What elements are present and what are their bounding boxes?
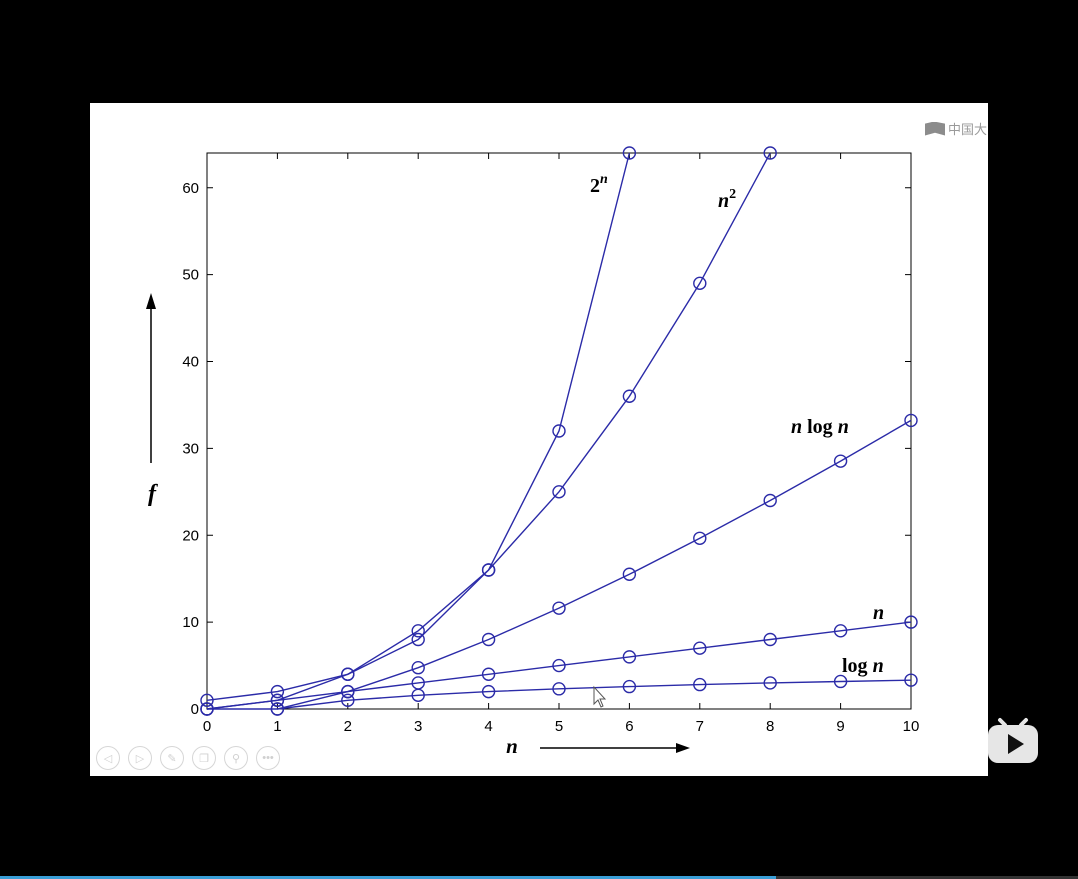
data-point xyxy=(763,676,777,690)
data-point xyxy=(693,641,707,655)
data-point xyxy=(904,673,918,687)
data-point xyxy=(693,276,707,291)
zoom-icon[interactable]: ⚲ xyxy=(224,746,248,770)
data-point xyxy=(763,632,777,647)
data-point xyxy=(200,693,214,708)
watermark: 中国大 xyxy=(925,119,987,138)
watermark-text: 中国大 xyxy=(948,122,988,137)
series-line xyxy=(206,621,912,710)
data-point xyxy=(693,677,707,692)
data-point xyxy=(622,567,637,581)
series-label: n2 xyxy=(718,187,736,212)
data-point xyxy=(481,684,496,699)
x-axis-label: n xyxy=(506,734,518,758)
data-point xyxy=(411,661,425,675)
slide: 0 1 2 3 4 5 6 7 8 9 10 0 10 20 30 40 50 60 n f 2n n2 n log n n l… xyxy=(90,103,988,776)
data-point xyxy=(411,632,425,647)
data-point xyxy=(481,563,496,577)
y-tick-label: 0 xyxy=(191,701,199,718)
data-point xyxy=(552,682,566,696)
series-line xyxy=(207,419,912,710)
x-tick-label: 6 xyxy=(625,718,633,735)
progress-bar[interactable] xyxy=(0,876,1078,879)
data-point xyxy=(552,485,566,499)
x-tick-label: 9 xyxy=(836,718,844,735)
data-point xyxy=(833,454,848,468)
data-point xyxy=(904,413,918,428)
y-tick-label: 40 xyxy=(182,354,199,371)
copy-icon[interactable]: ❐ xyxy=(192,746,216,770)
x-tick-label: 1 xyxy=(273,718,281,735)
data-point xyxy=(270,693,285,708)
prev-icon[interactable]: ◁ xyxy=(96,746,120,770)
pen-icon[interactable]: ✎ xyxy=(160,746,184,770)
series-label: n xyxy=(873,602,884,624)
data-point xyxy=(552,658,566,673)
data-point xyxy=(552,424,566,438)
x-tick-label: 3 xyxy=(414,718,422,735)
data-point xyxy=(904,615,918,629)
data-point xyxy=(763,493,777,508)
data-point xyxy=(622,146,637,160)
x-arrow-head xyxy=(676,743,690,753)
series-label: log n xyxy=(842,655,884,677)
series-line xyxy=(206,152,771,710)
play-icon xyxy=(988,718,1038,763)
x-tick-label: 7 xyxy=(696,718,704,735)
progress-fill xyxy=(0,876,777,879)
cursor-icon xyxy=(593,685,607,708)
data-point xyxy=(763,146,777,160)
x-tick-label: 5 xyxy=(555,718,563,735)
data-point xyxy=(341,684,355,699)
y-axis-label: f xyxy=(148,481,158,507)
data-point xyxy=(270,702,285,716)
play-button[interactable] xyxy=(986,713,1040,765)
data-point xyxy=(270,684,285,699)
x-tick-label: 8 xyxy=(766,718,774,735)
x-tick-label: 4 xyxy=(484,718,492,735)
data-point xyxy=(481,667,496,681)
data-point xyxy=(341,667,355,681)
data-point xyxy=(833,674,848,689)
data-point xyxy=(552,601,566,615)
x-tick-label: 2 xyxy=(344,718,352,735)
y-arrow-head xyxy=(146,293,156,309)
y-tick-label: 20 xyxy=(182,527,199,544)
slide-controls: ◁ ▷ ✎ ❐ ⚲ ••• xyxy=(96,746,280,770)
chart: 0 1 2 3 4 5 6 7 8 9 10 0 10 20 30 40 50 60 n f 2n n2 n log n n l… xyxy=(146,146,920,758)
data-point xyxy=(693,531,707,545)
y-tick-label: 50 xyxy=(182,267,199,284)
series-label: n log n xyxy=(791,416,849,438)
data-point xyxy=(481,632,496,647)
data-point xyxy=(411,624,425,638)
y-tick-label: 60 xyxy=(182,180,199,197)
data-point xyxy=(622,650,637,664)
data-point xyxy=(833,624,848,638)
x-tick-label: 10 xyxy=(903,718,920,735)
series-label: 2n xyxy=(590,172,608,197)
x-tick-label: 0 xyxy=(203,718,211,735)
data-point xyxy=(200,702,214,716)
y-tick-label: 10 xyxy=(182,614,199,631)
series-line xyxy=(206,152,631,701)
y-tick-label: 30 xyxy=(182,440,199,457)
data-point xyxy=(341,693,355,708)
more-icon[interactable]: ••• xyxy=(256,746,280,770)
next-icon[interactable]: ▷ xyxy=(128,746,152,770)
data-point xyxy=(622,679,637,694)
data-point xyxy=(622,389,637,403)
data-point xyxy=(411,688,425,702)
logo-icon xyxy=(925,121,945,136)
